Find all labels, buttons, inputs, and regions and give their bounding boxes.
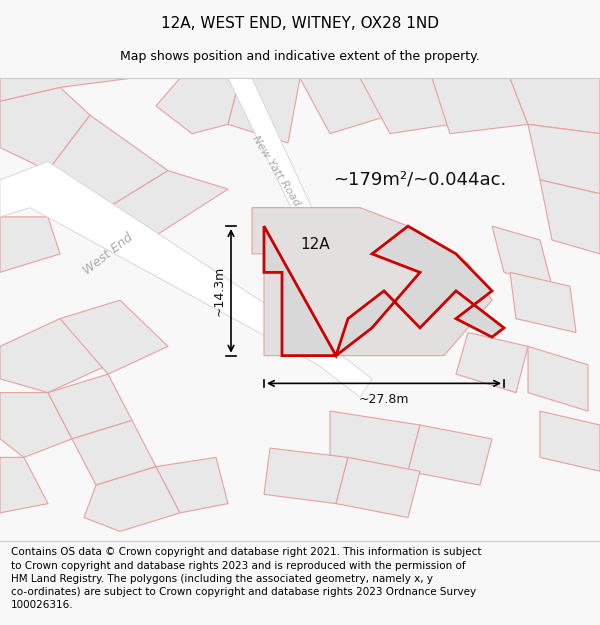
Polygon shape	[528, 346, 588, 411]
Polygon shape	[510, 78, 600, 134]
Polygon shape	[330, 411, 420, 471]
Text: New Yatt Road: New Yatt Road	[250, 134, 302, 208]
Polygon shape	[300, 78, 390, 134]
Text: ~179m²/~0.044ac.: ~179m²/~0.044ac.	[334, 171, 506, 189]
Polygon shape	[0, 78, 132, 101]
Text: 12A: 12A	[300, 237, 329, 252]
Polygon shape	[0, 392, 72, 458]
Polygon shape	[0, 161, 372, 398]
Polygon shape	[156, 78, 240, 134]
Text: ~27.8m: ~27.8m	[359, 393, 409, 406]
Polygon shape	[408, 425, 492, 485]
Text: Map shows position and indicative extent of the property.: Map shows position and indicative extent…	[120, 50, 480, 62]
Polygon shape	[432, 78, 528, 134]
Polygon shape	[60, 300, 168, 374]
Polygon shape	[264, 448, 348, 504]
Polygon shape	[360, 78, 450, 134]
Polygon shape	[48, 374, 132, 439]
Text: ~14.3m: ~14.3m	[212, 266, 226, 316]
Polygon shape	[336, 458, 420, 518]
Polygon shape	[540, 180, 600, 254]
Polygon shape	[0, 319, 108, 392]
Polygon shape	[0, 458, 48, 513]
Polygon shape	[492, 226, 552, 286]
Polygon shape	[228, 78, 300, 143]
Polygon shape	[192, 78, 372, 356]
Polygon shape	[156, 458, 228, 513]
Polygon shape	[510, 272, 576, 332]
Polygon shape	[0, 217, 60, 272]
Polygon shape	[528, 124, 600, 194]
Text: Contains OS data © Crown copyright and database right 2021. This information is : Contains OS data © Crown copyright and d…	[11, 548, 481, 610]
Polygon shape	[540, 411, 600, 471]
Polygon shape	[48, 115, 168, 208]
Polygon shape	[72, 421, 156, 485]
Polygon shape	[0, 88, 90, 171]
Text: West End: West End	[81, 231, 135, 278]
Polygon shape	[264, 226, 504, 356]
Text: 12A, WEST END, WITNEY, OX28 1ND: 12A, WEST END, WITNEY, OX28 1ND	[161, 16, 439, 31]
Polygon shape	[84, 467, 180, 531]
Polygon shape	[252, 208, 492, 356]
Polygon shape	[456, 332, 528, 392]
Polygon shape	[108, 171, 228, 236]
